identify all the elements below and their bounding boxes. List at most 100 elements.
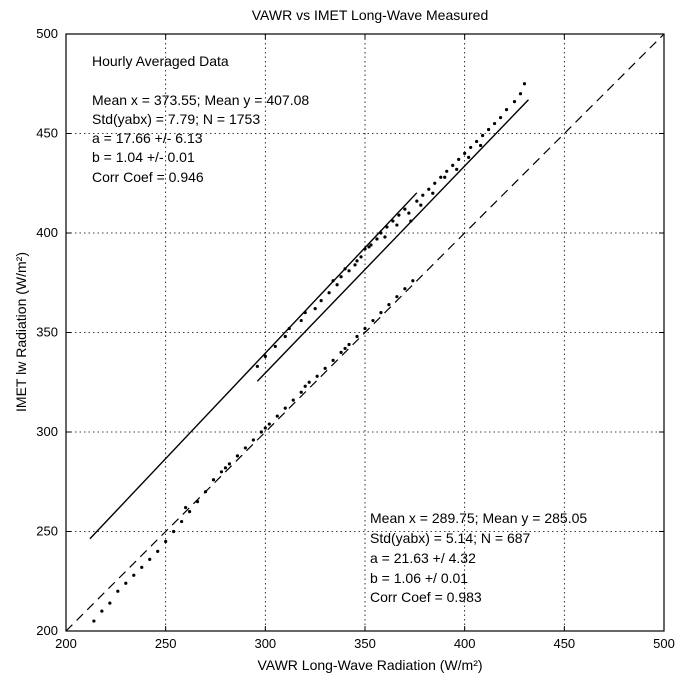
data-point <box>140 565 144 569</box>
x-tick-label: 450 <box>553 636 575 651</box>
data-point <box>391 219 395 223</box>
fit-lines <box>89 99 529 540</box>
data-point <box>100 609 104 613</box>
data-point <box>263 354 267 358</box>
data-point <box>419 203 423 207</box>
data-point <box>255 364 259 368</box>
data-point <box>259 430 263 434</box>
data-point <box>116 589 120 593</box>
data-point <box>124 581 128 585</box>
data-point <box>457 157 461 161</box>
x-axis-title: VAWR Long-Wave Radiation (W/m²) <box>257 657 482 673</box>
data-point <box>467 155 471 159</box>
data-point <box>522 82 527 86</box>
data-point <box>323 366 327 370</box>
data-point <box>291 398 295 402</box>
data-point <box>335 283 339 287</box>
data-point <box>347 342 351 347</box>
data-point <box>313 307 317 311</box>
annotation-heading: Hourly Averaged Data <box>92 53 229 69</box>
one-to-one-line-layer <box>65 33 665 632</box>
data-point <box>331 358 335 362</box>
y-tick-label: 400 <box>36 225 58 240</box>
data-point <box>355 259 359 263</box>
data-point <box>445 169 449 173</box>
data-point <box>339 275 343 279</box>
data-point <box>363 326 367 331</box>
data-point <box>243 446 247 450</box>
data-point <box>219 470 224 474</box>
data-point <box>375 237 379 241</box>
data-point <box>415 199 419 203</box>
x-tick-label: 500 <box>653 636 675 651</box>
upper-stat-line: b = 1.04 +/- 0.01 <box>92 149 195 165</box>
y-tick-label: 250 <box>36 524 58 539</box>
upper-annotation: Hourly Averaged Data Mean x = 373.55; Me… <box>92 53 309 185</box>
data-point <box>451 163 455 167</box>
data-point <box>263 426 267 430</box>
data-point <box>343 346 347 351</box>
y-tick-label: 450 <box>36 126 58 141</box>
lower-stat-line: Corr Coef = 0.983 <box>370 589 482 605</box>
chart-title: VAWR vs IMET Long-Wave Measured <box>252 7 489 23</box>
data-point <box>481 133 485 138</box>
data-point <box>395 295 399 299</box>
data-point <box>273 344 277 349</box>
lower-stat-line: Std(yabx) = 5.14; N = 687 <box>370 530 531 546</box>
data-point <box>421 193 425 197</box>
data-point <box>492 121 497 126</box>
upper-stat-line: a = 17.66 +/- 6.13 <box>92 130 203 146</box>
y-tick-label: 300 <box>36 424 58 439</box>
data-point <box>184 506 188 510</box>
y-axis-title: IMET lw Radiation (W/m²) <box>13 252 29 412</box>
data-point <box>407 211 411 215</box>
x-tick-label: 250 <box>155 636 177 651</box>
data-point <box>180 519 184 524</box>
data-point <box>203 490 208 494</box>
data-point <box>469 145 473 150</box>
data-point <box>512 100 517 104</box>
data-point <box>431 191 435 195</box>
x-tick-label: 200 <box>55 636 77 651</box>
x-tick-label: 350 <box>354 636 376 651</box>
data-point <box>299 318 303 323</box>
data-point <box>303 384 307 388</box>
x-tick-label: 300 <box>254 636 276 651</box>
data-point <box>251 438 255 442</box>
data-point <box>235 454 240 458</box>
data-point <box>355 334 359 339</box>
data-point <box>347 269 351 273</box>
y-tick-label: 500 <box>36 26 58 41</box>
data-point <box>148 557 152 561</box>
lower-stat-line: Mean x = 289.75; Mean y = 285.05 <box>370 510 587 526</box>
data-point <box>267 422 271 426</box>
data-point <box>427 187 431 191</box>
lower-stat-line: b = 1.06 +/ 0.01 <box>370 570 468 586</box>
data-point <box>463 151 467 155</box>
data-point <box>132 573 136 577</box>
data-point <box>319 299 323 303</box>
data-point <box>339 350 343 354</box>
data-point <box>403 287 407 291</box>
data-point <box>383 235 387 239</box>
one-to-one-line <box>65 33 665 632</box>
lower-stat-line: a = 21.63 +/ 4.32 <box>370 550 476 566</box>
data-point <box>379 311 383 315</box>
data-point <box>439 175 443 179</box>
data-point <box>397 213 401 217</box>
data-point <box>504 108 509 112</box>
data-point <box>395 223 399 227</box>
data-point <box>156 549 160 554</box>
y-tick-label: 200 <box>36 623 58 638</box>
data-point <box>307 380 311 384</box>
data-point <box>369 243 373 247</box>
data-point <box>498 115 503 120</box>
data-point <box>371 318 375 323</box>
data-point <box>455 167 459 171</box>
data-point <box>315 374 319 378</box>
upper-stat-line: Mean x = 373.55; Mean y = 407.08 <box>92 92 309 108</box>
data-point <box>164 539 168 544</box>
x-tick-labels: 200 250 300 350 400 450 500 <box>55 34 675 651</box>
fit-line <box>256 99 529 382</box>
